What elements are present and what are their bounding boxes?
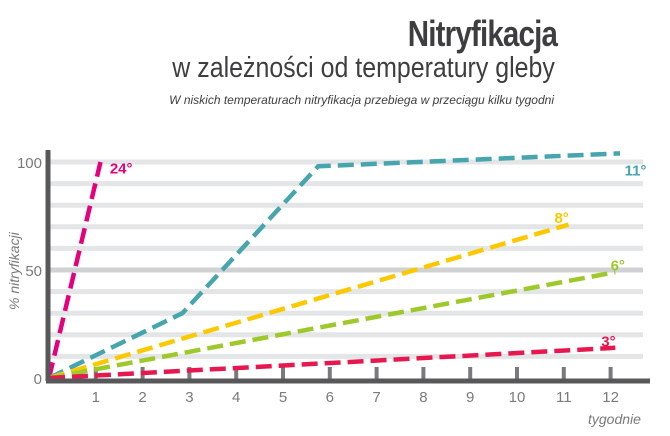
y-axis-label: % nitryfikacji bbox=[6, 232, 22, 310]
chart-title: Nitryfikacja bbox=[407, 13, 558, 54]
x-tick-label: 2 bbox=[138, 389, 146, 406]
y-tick-label: 0 bbox=[34, 371, 42, 388]
x-axis-label: tygodnie bbox=[588, 411, 641, 427]
series-line-3 bbox=[48, 345, 616, 381]
series-label: 24° bbox=[110, 160, 133, 177]
x-tick-label: 6 bbox=[326, 389, 334, 406]
x-tick-label: 3 bbox=[185, 389, 193, 406]
x-tick-label: 8 bbox=[419, 389, 427, 406]
series-labels: 24° 11° 8° 6° 3° bbox=[110, 160, 647, 350]
x-tick-label: 1 bbox=[92, 389, 100, 406]
chart-subtitle: w zależności od temperatury gleby bbox=[172, 52, 555, 84]
x-tick-label: 11 bbox=[556, 389, 572, 406]
y-axis-tick-labels: 0 50 100 bbox=[17, 155, 42, 388]
y-tick-label: 50 bbox=[25, 263, 42, 280]
series-line-6 bbox=[48, 269, 616, 381]
series-line-11 bbox=[48, 151, 621, 381]
series-line-24 bbox=[46, 161, 103, 379]
x-tick-label: 12 bbox=[602, 389, 619, 406]
chart-note: W niskich temperaturach nitryfikacja prz… bbox=[169, 93, 554, 107]
y-tick-label: 100 bbox=[17, 155, 42, 172]
x-tick-label: 4 bbox=[232, 389, 240, 406]
series-label: 3° bbox=[601, 333, 615, 350]
series-label: 8° bbox=[554, 210, 568, 227]
x-tick-label: 5 bbox=[279, 389, 287, 406]
x-tick-label: 10 bbox=[509, 389, 526, 406]
x-axis-tick-labels: 1 2 3 4 5 6 7 8 9 10 11 12 bbox=[92, 389, 619, 406]
data-series bbox=[46, 151, 621, 381]
x-tick-label: 7 bbox=[372, 389, 380, 406]
series-label: 11° bbox=[625, 163, 647, 180]
series-line-8 bbox=[48, 222, 570, 381]
series-label: 6° bbox=[611, 258, 625, 275]
x-tick-label: 9 bbox=[466, 389, 474, 406]
gridlines bbox=[50, 159, 643, 359]
